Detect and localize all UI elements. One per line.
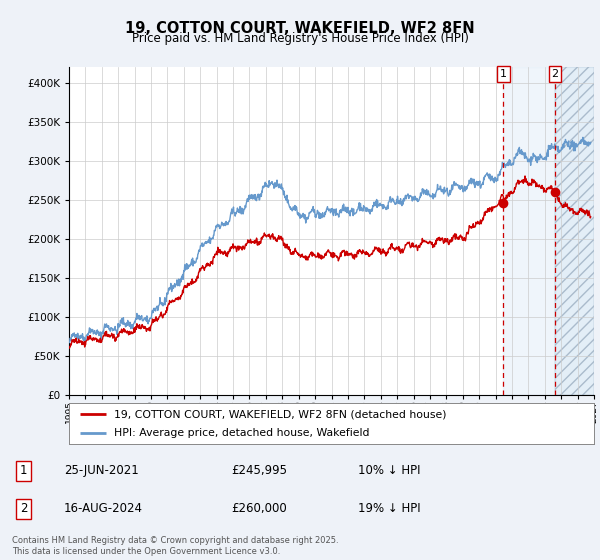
Bar (503, 67, 555, 395)
Text: £260,000: £260,000 (231, 502, 287, 515)
Text: £245,995: £245,995 (231, 464, 287, 478)
Bar (555, 67, 594, 395)
Text: 25-JUN-2021: 25-JUN-2021 (64, 464, 139, 478)
Text: 19, COTTON COURT, WAKEFIELD, WF2 8FN (detached house): 19, COTTON COURT, WAKEFIELD, WF2 8FN (de… (113, 409, 446, 419)
Bar (555, 67, 594, 395)
Text: 2: 2 (551, 69, 559, 79)
Text: Price paid vs. HM Land Registry's House Price Index (HPI): Price paid vs. HM Land Registry's House … (131, 32, 469, 45)
Text: HPI: Average price, detached house, Wakefield: HPI: Average price, detached house, Wake… (113, 428, 369, 437)
Text: Contains HM Land Registry data © Crown copyright and database right 2025.
This d: Contains HM Land Registry data © Crown c… (12, 536, 338, 556)
Text: 16-AUG-2024: 16-AUG-2024 (64, 502, 143, 515)
Text: 10% ↓ HPI: 10% ↓ HPI (358, 464, 420, 478)
Text: 2: 2 (20, 502, 27, 515)
Text: 19, COTTON COURT, WAKEFIELD, WF2 8FN: 19, COTTON COURT, WAKEFIELD, WF2 8FN (125, 21, 475, 36)
Text: 1: 1 (500, 69, 507, 79)
Text: 19% ↓ HPI: 19% ↓ HPI (358, 502, 420, 515)
Text: 1: 1 (20, 464, 27, 478)
